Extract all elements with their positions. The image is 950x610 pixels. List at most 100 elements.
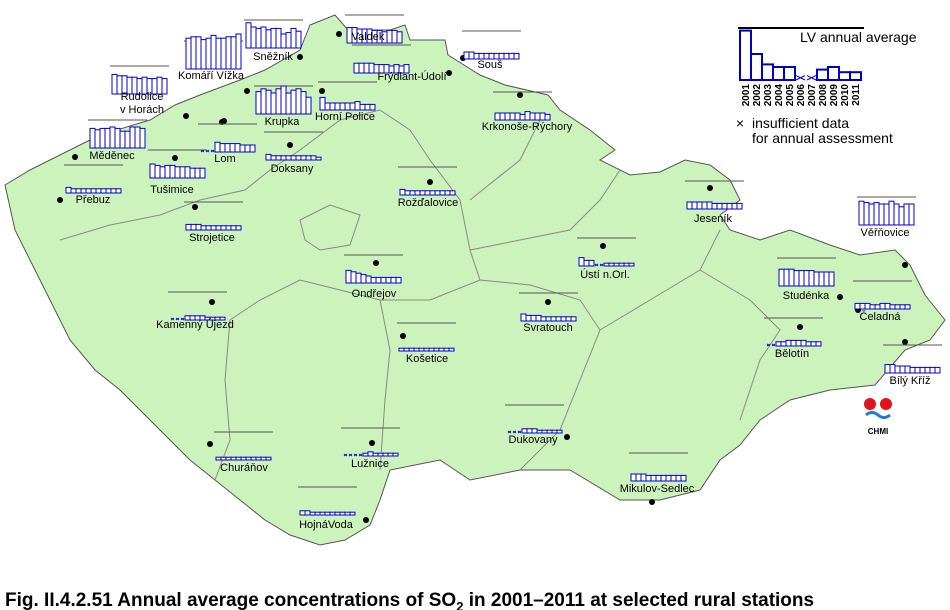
bar (419, 190, 426, 196)
bar (380, 276, 387, 284)
bar (339, 102, 346, 111)
insufficient-mark (766, 343, 771, 347)
station: Krkonoše-Rýchory (482, 91, 573, 133)
bar (544, 113, 551, 121)
bar (185, 223, 192, 231)
bar (818, 271, 825, 287)
bar (545, 316, 552, 322)
bar (300, 155, 307, 161)
bar (363, 62, 370, 74)
bar (386, 29, 393, 44)
bar (105, 188, 112, 194)
bar (816, 68, 829, 81)
year-label: 2002 (752, 84, 763, 107)
bar (508, 52, 515, 60)
bar (721, 202, 728, 210)
bar (270, 27, 277, 49)
bar (220, 37, 227, 70)
station-label: Bělotín (775, 348, 809, 360)
bar (265, 89, 272, 115)
bar (618, 262, 625, 267)
bar (706, 201, 713, 210)
bar (149, 163, 156, 179)
bar (235, 225, 242, 231)
bar (185, 37, 192, 70)
station: Košetice (397, 322, 456, 365)
bar (369, 103, 376, 111)
bar (783, 268, 790, 287)
bar (109, 126, 116, 149)
bar (339, 511, 346, 516)
bar (903, 203, 910, 226)
bar (245, 22, 252, 49)
bar (295, 30, 302, 49)
bar (531, 428, 538, 434)
bar (879, 302, 886, 310)
bar (220, 225, 227, 231)
bar (444, 190, 451, 196)
station-dot (183, 113, 189, 119)
bar (85, 188, 92, 194)
station-label: Ústí n.Orl. (580, 268, 630, 281)
caption-main: Fig. II.4.2.51 Annual average concentrat… (5, 590, 456, 610)
bar (800, 339, 807, 347)
chmi-logo: CHMI (864, 398, 892, 436)
station-label: Rudolice (121, 91, 164, 103)
station-label: Krupka (265, 116, 301, 128)
bar (350, 271, 357, 284)
station: Souš (460, 30, 521, 71)
station: Komáří Vížka (178, 33, 250, 94)
station: Sněžník (244, 19, 303, 63)
bar (265, 153, 272, 161)
bar (823, 271, 830, 287)
bar (295, 88, 302, 115)
bar (220, 456, 227, 461)
bar (526, 428, 533, 434)
bar (929, 366, 936, 374)
station-dot (336, 31, 342, 37)
bar (423, 347, 430, 352)
bar (290, 27, 297, 49)
bar (240, 456, 247, 461)
bar (520, 313, 527, 322)
bar (514, 112, 521, 121)
bar (285, 92, 292, 115)
station-label: Tušimice (150, 184, 194, 196)
bar (736, 202, 743, 210)
bar (413, 347, 420, 352)
bar (403, 64, 410, 74)
insufficient-mark (358, 453, 363, 457)
station-label: Valdek (352, 31, 385, 43)
station-label: Strojetice (189, 232, 235, 244)
bar (304, 510, 311, 516)
bar (418, 347, 425, 352)
station: Horní Police (315, 81, 377, 123)
bar (701, 201, 708, 210)
bar (849, 71, 862, 81)
bar (433, 347, 440, 352)
bar (365, 275, 372, 284)
bar (164, 164, 171, 179)
bar (200, 39, 207, 70)
station-dot (797, 324, 803, 330)
bar (90, 188, 97, 194)
station: Doksany (264, 131, 323, 175)
bar (909, 366, 916, 374)
year-label: 2003 (763, 84, 774, 107)
bar (934, 366, 941, 374)
bar (504, 112, 511, 121)
station-label: Krkonoše-Rýchory (482, 121, 573, 133)
bar (190, 36, 197, 70)
bar (424, 190, 431, 196)
bar (319, 96, 326, 111)
bar (521, 428, 528, 434)
bar (345, 269, 352, 284)
bar (919, 366, 926, 374)
bar (914, 366, 921, 374)
bar (560, 316, 567, 322)
bar (630, 473, 637, 482)
insufficient-mark (180, 317, 185, 321)
station: Čeladná (853, 280, 912, 323)
bar (883, 203, 890, 226)
